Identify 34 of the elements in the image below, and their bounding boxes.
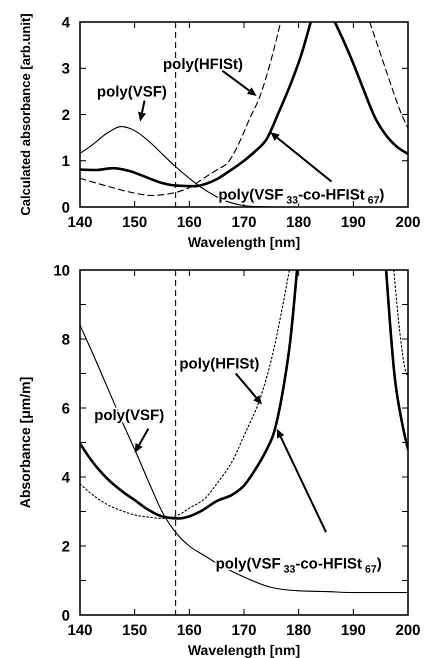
x-tick-label: 180 <box>286 622 312 639</box>
y-tick-label: 4 <box>62 14 71 32</box>
x-tick-label: 190 <box>340 622 366 639</box>
x-axis-title: Wavelength [nm] <box>188 234 300 250</box>
x-tick-label: 190 <box>340 214 366 231</box>
y-tick-label: 1 <box>62 153 70 170</box>
annotation: poly(HFISt) <box>179 355 260 372</box>
y-tick-label: 2 <box>62 538 70 556</box>
x-tick-label: 180 <box>286 214 312 231</box>
x-axis-title: Wavelength [nm] <box>188 642 300 658</box>
x-tick-label: 170 <box>231 214 257 231</box>
y-axis-title: Calculated absorbance [arb.unit] <box>18 13 33 216</box>
y-tick-label: 10 <box>53 262 70 280</box>
y-axis-title: Absorbance [μm/m] <box>17 376 33 508</box>
x-tick-label: 160 <box>176 622 202 639</box>
y-tick-label: 6 <box>62 400 70 418</box>
x-tick-label: 200 <box>395 214 421 231</box>
x-tick-label: 150 <box>122 214 148 231</box>
y-tick-label: 3 <box>62 60 70 78</box>
annotation: poly(HFISt) <box>163 56 243 73</box>
y-tick-label: 4 <box>62 469 71 486</box>
x-tick-label: 140 <box>67 622 93 639</box>
x-tick-label: 160 <box>176 214 202 231</box>
x-tick-label: 140 <box>67 214 93 231</box>
x-tick-label: 200 <box>395 622 421 639</box>
x-tick-label: 170 <box>231 622 257 639</box>
annotation: poly(VSF$_{33}$-co-HFISt$_{67}$) <box>218 186 384 206</box>
y-tick-label: 0 <box>62 607 70 624</box>
annotation: poly(VSF) <box>96 84 167 101</box>
annotation: poly(VSF$_{33}$-co-HFISt$_{67}$) <box>216 556 382 576</box>
y-tick-label: 8 <box>62 331 70 348</box>
y-tick-label: 0 <box>62 199 70 216</box>
x-tick-label: 150 <box>122 622 148 639</box>
y-tick-label: 2 <box>62 106 70 124</box>
